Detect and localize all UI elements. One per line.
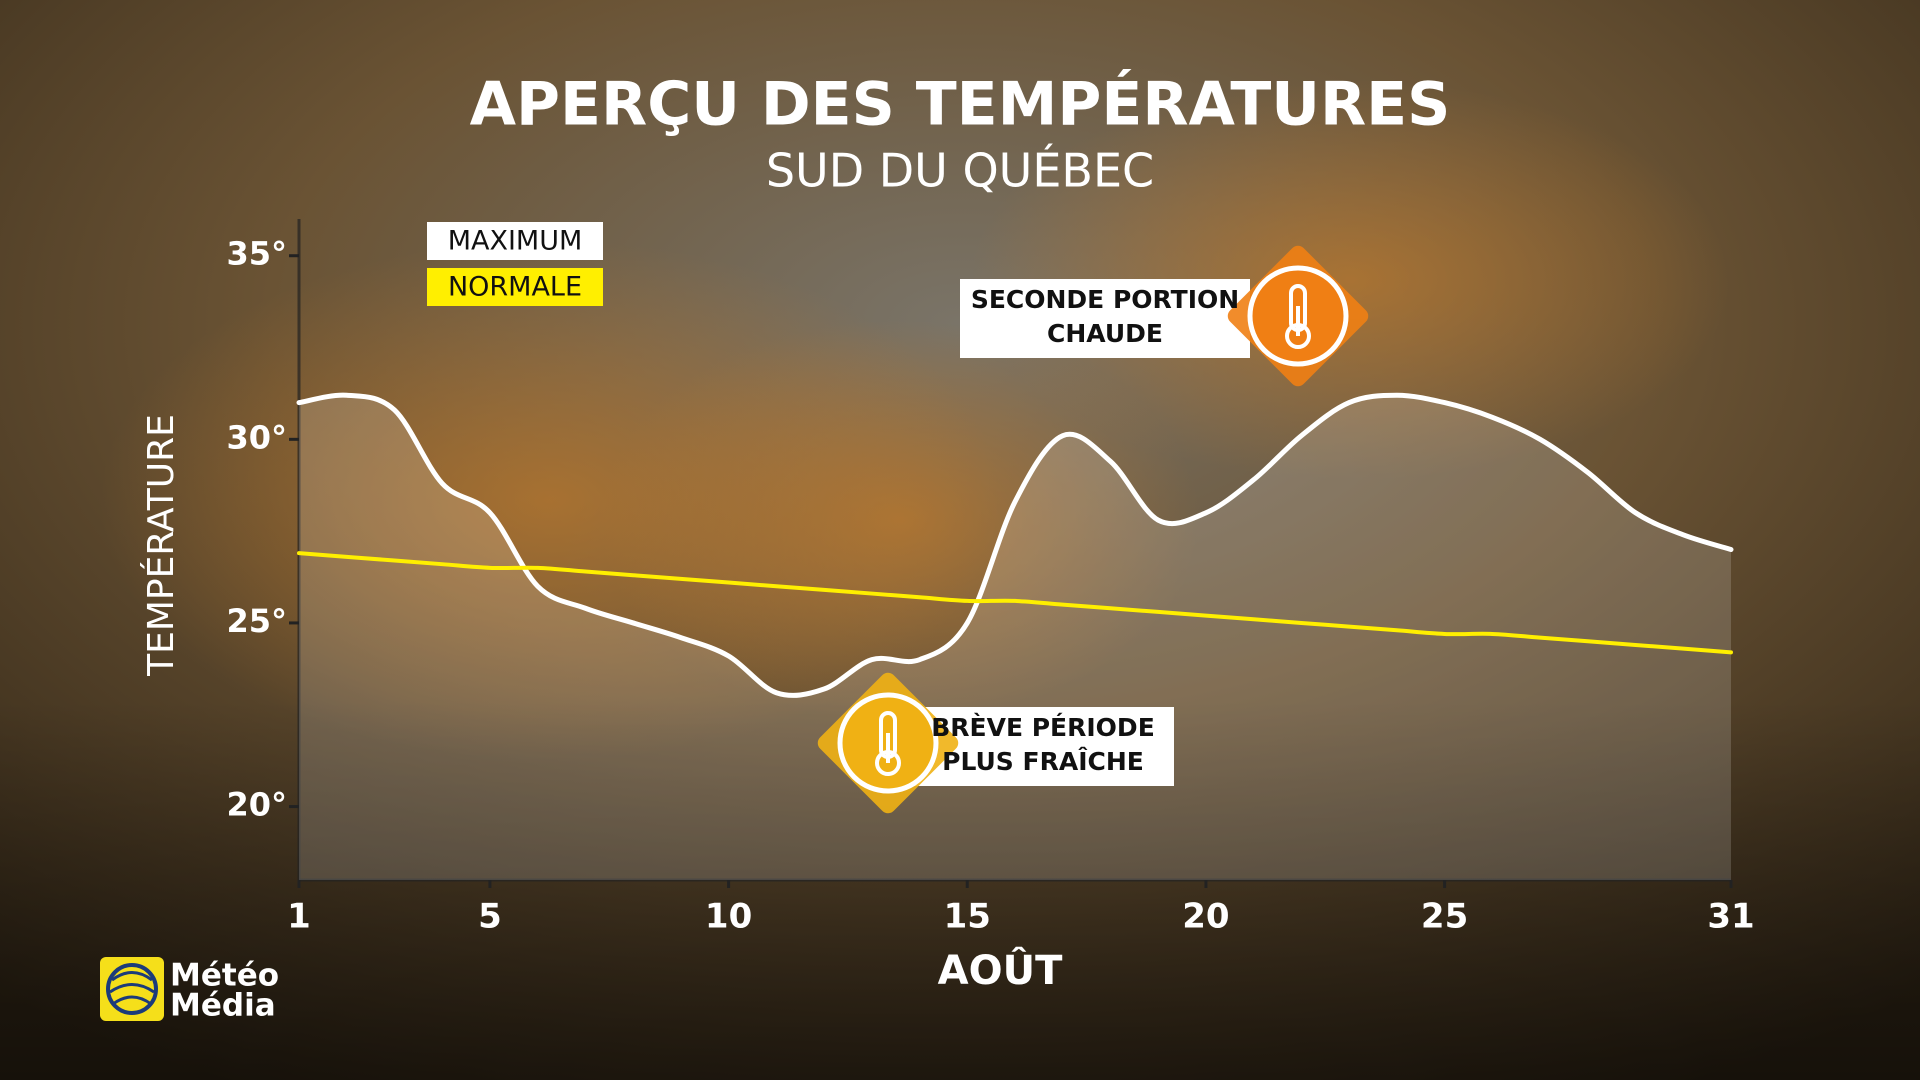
x-tick-label: 5 (478, 897, 502, 937)
logo-text: Média (170, 988, 276, 1024)
area (299, 395, 1731, 880)
logo-globe-lines (109, 971, 155, 1006)
x-tick-label: 1 (287, 897, 311, 937)
y-tick-label: 35° (226, 235, 287, 273)
logo: Météo Média 20°25°30°35°1 5 10 15 20 25 31MAXI… (100, 219, 1755, 1024)
annotation-box (960, 279, 1250, 358)
x-axis-label: AOÛT (938, 946, 1063, 994)
background-glow (600, 320, 1200, 720)
series-line (297, 551, 1733, 655)
legend-label: NORMALE (448, 272, 582, 303)
legend-swatch (427, 222, 603, 260)
x-tick-label: 10 (705, 897, 752, 937)
x-tick-label: 20 (1182, 897, 1229, 937)
series-line (296, 392, 1734, 698)
y-tick-label: 25° (226, 602, 287, 640)
annotation-text: PLUS FRAÎCHE (942, 747, 1144, 776)
y-axis-label: TEMPÉRATURE (140, 414, 182, 677)
logo-globe (106, 963, 158, 1015)
logo-text: Météo (170, 958, 279, 994)
legend-swatch (427, 268, 603, 306)
chart-title: APERÇU DES TEMPÉRATURES (470, 68, 1451, 140)
y-tick-label: 30° (226, 418, 287, 456)
chart-subtitle: SUD DU QUÉBEC (766, 144, 1154, 198)
legend-label: MAXIMUM (448, 226, 583, 257)
annotation-text: CHAUDE (1047, 319, 1163, 348)
x-tick-label: 15 (944, 897, 991, 937)
background-glow (970, 80, 1730, 480)
x-tick-label: 25 (1421, 897, 1468, 937)
annotation-text: BRÈVE PÉRIODE (931, 713, 1155, 742)
x-tick-label: 31 (1707, 897, 1754, 937)
y-tick-label: 20° (226, 786, 287, 824)
annotation-text: SECONDE PORTION (971, 285, 1239, 314)
